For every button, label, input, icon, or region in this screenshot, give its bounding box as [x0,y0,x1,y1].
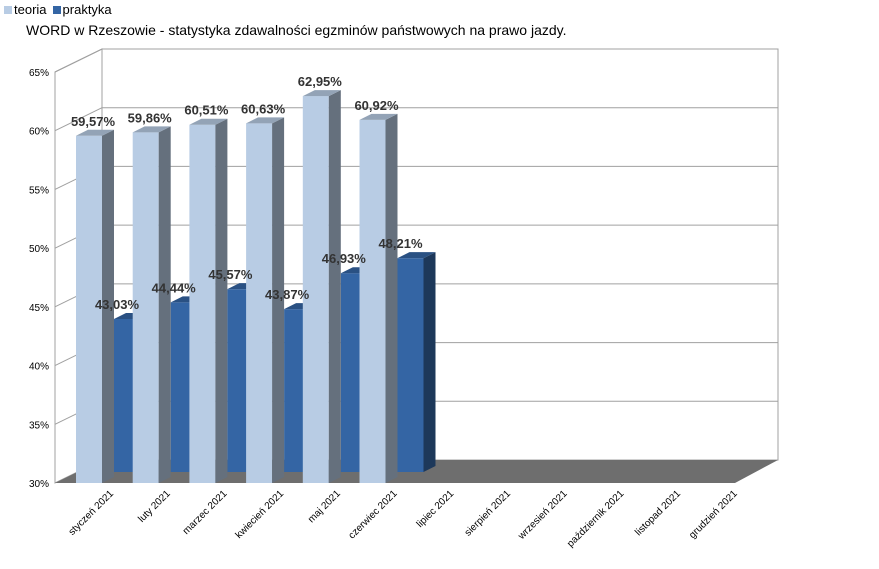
bar-teoria-front [359,119,386,483]
y-tick-label: 35% [29,420,49,431]
y-tick-label: 60% [29,127,49,138]
x-tick-label: wrzesień 2021 [516,488,570,542]
bar-teoria-side [215,118,228,483]
y-axis-ticks: 30% 35% 40% 45% 50% 55% 60% 65% [29,68,49,490]
x-tick-label: luty 2021 [136,488,173,525]
bar-teoria-front [302,96,329,483]
legend-swatch-praktyka [52,5,61,14]
bar-teoria-front [246,123,273,483]
data-label-teoria: 59,86% [128,110,173,125]
x-tick-label: listopad 2021 [633,488,683,538]
legend-label-teoria: teoria [14,2,47,17]
bar-teoria-top [302,90,341,97]
data-label-praktyka: 43,03% [95,297,140,312]
gridline-side [54,48,103,73]
data-label-praktyka: 45,57% [208,267,253,282]
y-tick-label: 45% [29,303,49,314]
bar-praktyka [397,252,436,472]
bar-teoria [76,129,114,483]
x-tick-label: kwiecień 2021 [234,488,287,541]
bar-teoria-top [359,113,398,120]
legend: teoria praktyka [4,2,112,17]
chart-title: WORD w Rzeszowie - statystyka zdawalnośc… [26,22,567,38]
data-label-teoria: 60,63% [241,101,286,116]
data-label-teoria: 62,95% [298,74,343,89]
bar-teoria [189,118,228,483]
legend-item-praktyka: praktyka [52,2,112,17]
bar-teoria [302,90,341,483]
bar-teoria-side [385,113,398,483]
x-tick-label: lipiec 2021 [415,488,457,530]
bar-teoria-side [102,129,114,483]
bar-praktyka-front [397,258,424,472]
x-tick-label: styczeń 2021 [67,488,117,538]
x-tick-label: sierpień 2021 [463,488,514,539]
y-tick-label: 55% [29,185,49,196]
bar-teoria [132,126,171,484]
x-tick-label: marzec 2021 [181,488,230,537]
legend-item-teoria: teoria [4,2,47,17]
data-label-praktyka: 43,87% [265,287,310,302]
data-label-praktyka: 46,93% [322,251,367,266]
x-tick-label: maj 2021 [306,488,343,525]
data-label-teoria: 59,57% [71,114,116,129]
data-label-teoria: 60,92% [354,98,399,113]
data-label-teoria: 60,51% [184,103,229,118]
legend-swatch-teoria [4,5,12,14]
bar-teoria-front [189,124,216,483]
legend-label-praktyka: praktyka [62,2,112,17]
bar-teoria-top [132,126,171,133]
bar-teoria-top [246,117,285,124]
bar-teoria [359,113,398,483]
bar-teoria [246,117,285,483]
data-label-praktyka: 48,21% [378,236,423,251]
x-tick-label: październik 2021 [565,488,627,550]
bars [76,90,436,484]
data-labels: 59,57% 43,03% 59,86% 44,44% 60,51% 45,57% 60,6… [71,74,423,312]
y-tick-label: 50% [29,244,49,255]
bar-teoria-front [76,135,102,483]
y-tick-label: 40% [29,362,49,373]
x-tick-label: grudzień 2021 [687,488,740,541]
bar-teoria-side [328,90,341,483]
x-tick-label: czerwiec 2021 [347,488,400,541]
bar-praktyka-top [397,252,436,259]
y-tick-label: 65% [29,68,49,79]
bar-praktyka-side [423,252,436,472]
y-tick-label: 30% [29,479,49,490]
bar-teoria-top [189,118,228,125]
bar-teoria-side [272,117,285,483]
data-label-praktyka: 44,44% [152,280,197,295]
gridline-side [54,107,103,132]
bar-teoria-front [132,132,159,484]
bar-teoria-top [76,129,114,136]
bar-teoria-side [158,126,171,484]
x-axis-labels: styczeń 2021 luty 2021 marzec 2021 kwiecień… [67,488,740,550]
